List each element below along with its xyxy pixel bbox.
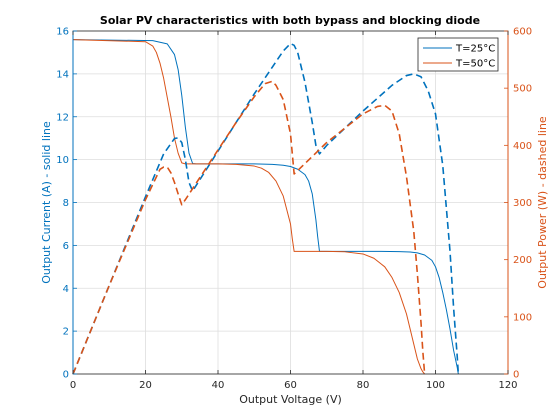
y-axis-left-label: Output Current (A) - solid line [40, 121, 53, 284]
y-left-tick-label: 4 [63, 284, 69, 295]
y-right-tick-label: 0 [513, 370, 519, 381]
x-tick-label: 80 [357, 380, 370, 391]
y-right-tick-label: 200 [513, 255, 532, 266]
series-orange-dashed-line [72, 80, 426, 375]
y-right-tick-label: 300 [513, 198, 532, 209]
grid [72, 30, 509, 375]
x-tick-label: 40 [212, 380, 225, 391]
chart-title: Solar PV characteristics with both bypas… [100, 14, 480, 27]
y-right-tick-label: 500 [513, 84, 532, 95]
x-tick-label: 20 [139, 380, 152, 391]
series-blue-solid-line [72, 39, 459, 375]
legend: T=25°C T=50°C [417, 37, 499, 72]
y-left-tick-label: 8 [63, 198, 69, 209]
y-left-tick-label: 10 [56, 155, 69, 166]
series-blue-dashed-line [72, 42, 460, 375]
y-right-tick-label: 400 [513, 141, 532, 152]
legend-entry-t50: T=50°C [455, 59, 495, 70]
x-tick-label: 0 [70, 380, 76, 391]
y-right-tick-label: 600 [513, 27, 532, 38]
y-left-tick-label: 16 [56, 27, 69, 38]
series-lines [72, 39, 460, 375]
x-tick-label: 100 [426, 380, 445, 391]
legend-entry-t25: T=25°C [455, 44, 495, 55]
y-left-tick-label: 6 [63, 241, 69, 252]
x-tick-label: 60 [284, 380, 297, 391]
x-tick-label: 120 [498, 380, 517, 391]
y-left-tick-label: 2 [63, 327, 69, 338]
axis-ticks: 0 20 40 60 80 100 1200246810121416010020030040… [56, 27, 532, 392]
y-left-tick-label: 0 [63, 370, 69, 381]
y-axis-right-label: Output Power (W) - dashed line [536, 116, 549, 289]
y-right-tick-label: 100 [513, 312, 532, 323]
x-axis-label: Output Voltage (V) [239, 393, 342, 406]
y-left-tick-label: 12 [56, 112, 69, 123]
y-left-tick-label: 14 [56, 69, 69, 80]
series-orange-solid-line [72, 39, 426, 375]
legend-box [417, 37, 499, 72]
